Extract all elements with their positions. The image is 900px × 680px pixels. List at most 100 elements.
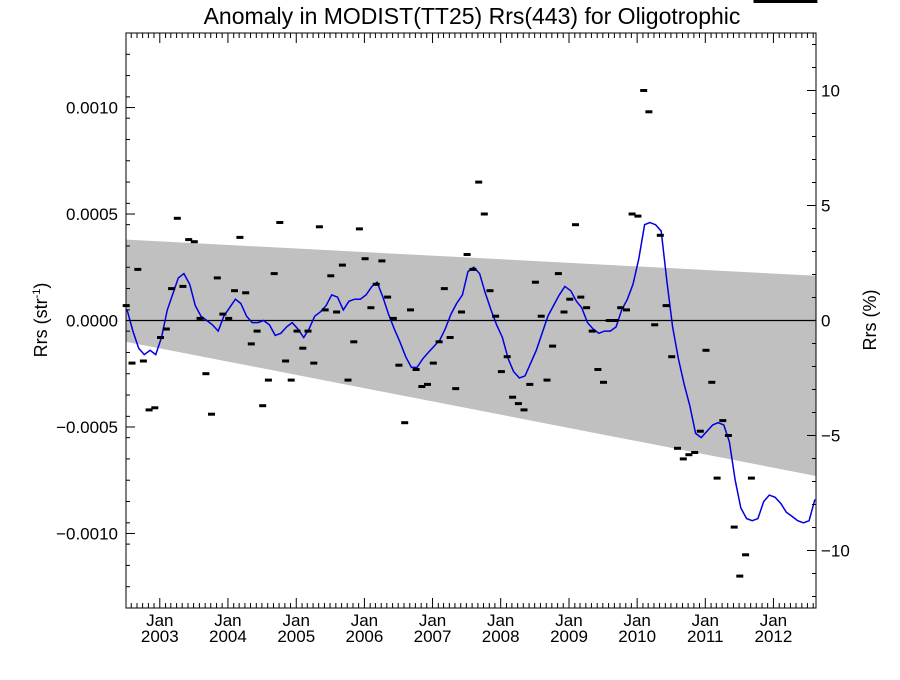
data-point (463, 253, 471, 256)
data-point (287, 378, 295, 382)
y-axis-label-left: Rrs (str-1) (31, 283, 51, 358)
data-point (691, 451, 699, 454)
data-point (424, 382, 431, 386)
data-point (770, 0, 778, 3)
y-tick-label-left: 0.0010 (66, 99, 118, 118)
x-tick-label-year: 2008 (482, 627, 520, 646)
data-point (179, 284, 187, 288)
data-point (753, 0, 761, 3)
data-point (389, 316, 397, 320)
data-point (219, 312, 227, 316)
y-tick-label-right: 5 (821, 197, 830, 216)
data-point (225, 316, 233, 320)
data-point (787, 0, 795, 3)
data-point (407, 308, 414, 312)
data-point (560, 310, 568, 314)
data-point (139, 359, 147, 363)
data-point (435, 340, 443, 344)
data-point (208, 412, 215, 416)
x-tick-label-month: Jan (487, 611, 514, 630)
confidence-band-layer (126, 239, 816, 476)
data-point (781, 0, 789, 3)
data-point (708, 380, 716, 384)
y-axis-label-right: Rrs (%) (860, 290, 880, 351)
data-point (509, 395, 517, 399)
data-point (304, 329, 312, 333)
data-point (572, 223, 579, 227)
data-point (134, 267, 142, 271)
data-point (458, 310, 465, 314)
data-point (412, 368, 420, 371)
data-point (776, 0, 784, 3)
data-point (196, 316, 204, 320)
chart-title: Anomaly in MODIST(TT25) Rrs(443) for Oli… (204, 3, 741, 29)
y-tick-label-left: −0.0010 (56, 524, 118, 543)
x-tick-label-month: Jan (555, 611, 582, 630)
data-point (742, 553, 750, 557)
y-axis-label-left-close: ) (31, 283, 51, 289)
data-point (549, 344, 557, 348)
data-point (617, 306, 625, 310)
x-tick-label-year: 2006 (345, 627, 383, 646)
data-point (151, 406, 159, 410)
data-point (759, 0, 767, 3)
x-tick-label-month: Jan (623, 611, 650, 630)
data-point (242, 291, 250, 295)
x-tick-label-month: Jan (692, 611, 719, 630)
data-point (764, 0, 772, 3)
data-point (588, 329, 596, 333)
data-point (162, 327, 170, 331)
data-point (799, 0, 807, 3)
data-point (333, 310, 341, 314)
data-point (696, 429, 704, 433)
x-tick-label-year: 2012 (755, 627, 793, 646)
data-point (492, 314, 500, 318)
data-point (157, 336, 164, 339)
data-point (674, 446, 681, 450)
data-point (730, 525, 738, 529)
data-point (713, 476, 721, 480)
x-tick-label-month: Jan (419, 611, 446, 630)
x-tick-label-month: Jan (760, 611, 787, 630)
y-tick-label-left: −0.0005 (56, 418, 118, 437)
data-point (310, 361, 318, 365)
data-point (685, 453, 693, 457)
data-point (537, 314, 545, 318)
y-axis-label-left-main: Rrs (str (31, 298, 51, 357)
data-point (497, 370, 505, 374)
data-point (145, 408, 153, 412)
data-point (651, 323, 659, 327)
data-point (418, 385, 426, 388)
data-point (662, 304, 670, 308)
data-point (276, 221, 284, 224)
monthly-points-layer (122, 0, 818, 578)
data-point (747, 476, 755, 480)
data-point (634, 214, 642, 218)
data-point (367, 306, 375, 310)
x-tick-label-year: 2009 (550, 627, 588, 646)
data-point (503, 355, 511, 359)
data-point (253, 329, 261, 333)
y-tick-label-right: −5 (821, 427, 840, 446)
data-point (452, 387, 460, 391)
data-point (736, 574, 744, 578)
data-point (299, 346, 307, 350)
data-point (173, 216, 181, 220)
data-point (724, 434, 732, 437)
data-point (480, 212, 488, 216)
x-tick-label-year: 2003 (141, 627, 179, 646)
y-tick-label-left: 0.0000 (66, 312, 118, 331)
data-point (628, 212, 636, 216)
data-point (344, 378, 352, 382)
data-point (531, 280, 539, 284)
data-point (440, 287, 448, 291)
data-point (469, 267, 477, 271)
data-point (270, 272, 278, 276)
data-point (486, 289, 494, 293)
y-tick-label-right: 0 (821, 312, 830, 331)
data-point (514, 402, 522, 406)
data-point (293, 329, 301, 333)
data-point (577, 295, 585, 299)
x-tick-label-month: Jan (214, 611, 241, 630)
